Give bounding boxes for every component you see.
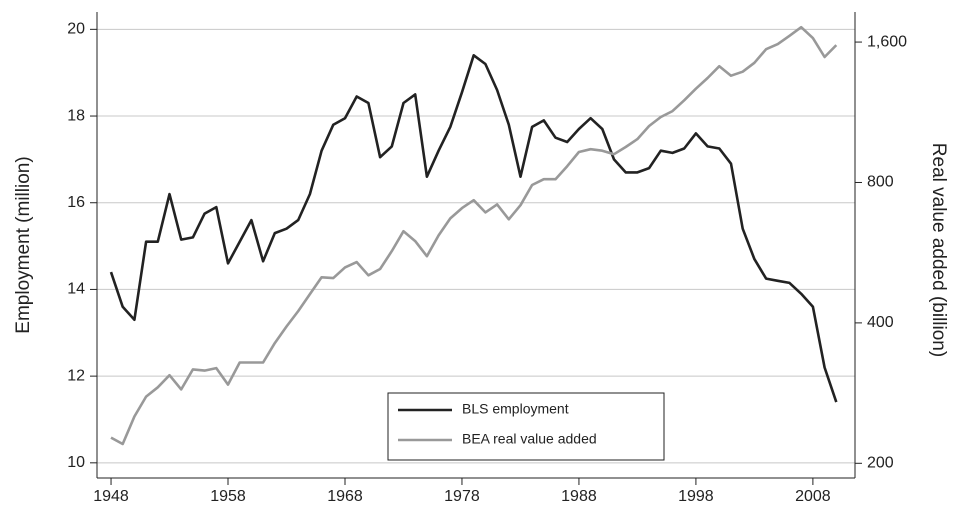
- y-tick-label: 14: [67, 281, 85, 298]
- y2-axis-label: Real value added (billion): [928, 143, 949, 357]
- legend-label: BEA real value added: [462, 431, 597, 447]
- series-line: [110, 25, 838, 446]
- y-tick-label: 10: [67, 454, 85, 471]
- legend-label: BLS employment: [462, 401, 569, 417]
- y2-tick-label: 800: [867, 174, 894, 191]
- y-axis-label: Employment (million): [13, 156, 34, 333]
- x-tick-label: 2008: [795, 488, 831, 505]
- x-tick-label: 1958: [210, 488, 246, 505]
- x-tick-label: 1988: [561, 488, 597, 505]
- x-tick-label: 1998: [678, 488, 714, 505]
- y2-tick-label: 400: [867, 314, 894, 331]
- y2-tick-label: 1,600: [867, 33, 907, 50]
- x-tick-label: 1948: [93, 488, 129, 505]
- y-tick-label: 16: [67, 194, 85, 211]
- x-tick-label: 1978: [444, 488, 480, 505]
- y-tick-label: 20: [67, 21, 85, 38]
- series-line: [109, 54, 838, 403]
- y2-tick-label: 200: [867, 455, 894, 472]
- y-tick-label: 12: [67, 367, 85, 384]
- legend-box: [387, 392, 665, 461]
- x-tick-label: 1968: [327, 488, 363, 505]
- y-tick-label: 18: [67, 107, 85, 124]
